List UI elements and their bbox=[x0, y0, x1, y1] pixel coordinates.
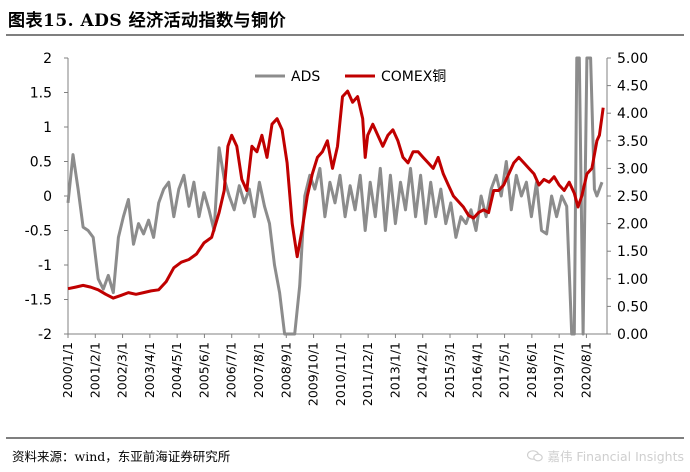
x-tick-label: 2002/3/1 bbox=[115, 342, 130, 398]
x-tick-label: 2011/12/1 bbox=[360, 342, 375, 406]
x-tick-label: 2010/11/1 bbox=[333, 342, 348, 406]
y-left-axis: -2 -1.5 -1 -0.5 0 0.5 1 1.5 2 bbox=[25, 51, 68, 343]
figure-title: 图表15. ADS 经济活动指数与铜价 bbox=[8, 11, 287, 31]
x-tick-label: 2013/1/1 bbox=[387, 342, 402, 398]
y-right-tick-label: 0.00 bbox=[617, 327, 648, 343]
legend-label: COMEX铜 bbox=[381, 69, 446, 85]
y-right-tick-label: 4.50 bbox=[617, 79, 648, 95]
x-tick-label: 2008/9/1 bbox=[278, 342, 293, 398]
wechat-icon bbox=[527, 449, 544, 461]
y-right-tick-label: 4.00 bbox=[617, 106, 648, 122]
x-axis: 2000/1/1 2001/2/1 2002/3/1 2003/4/1 2004/5/1… bbox=[60, 334, 593, 406]
y-left-tick-label: -0.5 bbox=[25, 224, 52, 240]
x-tick-label: 2014/2/1 bbox=[415, 342, 430, 398]
x-tick-label: 2006/7/1 bbox=[224, 342, 239, 398]
title-rule bbox=[6, 34, 684, 36]
chart: -2 -1.5 -1 -0.5 0 0.5 1 1.5 2 0.00 0.50 1.00 1.50 2.… bbox=[25, 51, 649, 406]
x-tick-label: 2000/1/1 bbox=[60, 342, 75, 398]
y-left-tick-label: -1 bbox=[38, 258, 52, 274]
x-tick-label: 2016/4/1 bbox=[469, 342, 484, 398]
y-right-tick-label: 0.50 bbox=[617, 299, 648, 315]
y-right-tick-label: 2.00 bbox=[617, 217, 648, 233]
y-right-tick-label: 3.00 bbox=[617, 161, 648, 177]
bottom-rule bbox=[6, 437, 684, 439]
legend-label: ADS bbox=[291, 69, 320, 85]
x-tick-label: 2018/6/1 bbox=[524, 342, 539, 398]
y-left-tick-label: -2 bbox=[38, 327, 52, 343]
x-tick-label: 2020/8/1 bbox=[578, 342, 593, 398]
y-right-tick-label: 5.00 bbox=[617, 51, 648, 67]
y-right-tick-label: 1.50 bbox=[617, 244, 648, 260]
x-tick-label: 2019/7/1 bbox=[551, 342, 566, 398]
series-line-ads bbox=[66, 56, 604, 336]
y-left-tick-label: 0.5 bbox=[30, 155, 52, 171]
y-right-tick-label: 3.50 bbox=[617, 134, 648, 150]
x-tick-label: 2001/2/1 bbox=[87, 342, 102, 398]
series-layer bbox=[66, 56, 605, 336]
y-left-tick-label: 1.5 bbox=[30, 86, 52, 102]
y-left-tick-label: 0 bbox=[43, 189, 52, 205]
y-right-axis: 0.00 0.50 1.00 1.50 2.00 2.50 3.00 3.50 4.00 4.50… bbox=[607, 51, 648, 343]
x-tick-label: 2009/10/1 bbox=[306, 342, 321, 406]
y-left-tick-label: -1.5 bbox=[25, 293, 52, 309]
y-right-tick-label: 1.00 bbox=[617, 272, 648, 288]
x-tick-label: 2003/4/1 bbox=[142, 342, 157, 398]
watermark-text: 嘉伟 Financial Insights bbox=[547, 449, 684, 464]
series-line-comex bbox=[67, 89, 605, 300]
watermark: 嘉伟 Financial Insights bbox=[527, 446, 684, 465]
x-tick-label: 2005/6/1 bbox=[196, 342, 211, 398]
x-tick-label: 2007/8/1 bbox=[251, 342, 266, 398]
legend: ADS COMEX铜 bbox=[255, 69, 446, 85]
x-tick-label: 2004/5/1 bbox=[169, 342, 184, 398]
y-left-tick-label: 2 bbox=[43, 51, 52, 67]
x-tick-label: 2017/5/1 bbox=[497, 342, 512, 398]
x-tick-label: 2015/3/1 bbox=[442, 342, 457, 398]
y-right-tick-label: 2.50 bbox=[617, 189, 648, 205]
source-note: 资料来源：wind，东亚前海证券研究所 bbox=[12, 449, 231, 464]
y-left-tick-label: 1 bbox=[43, 120, 52, 136]
